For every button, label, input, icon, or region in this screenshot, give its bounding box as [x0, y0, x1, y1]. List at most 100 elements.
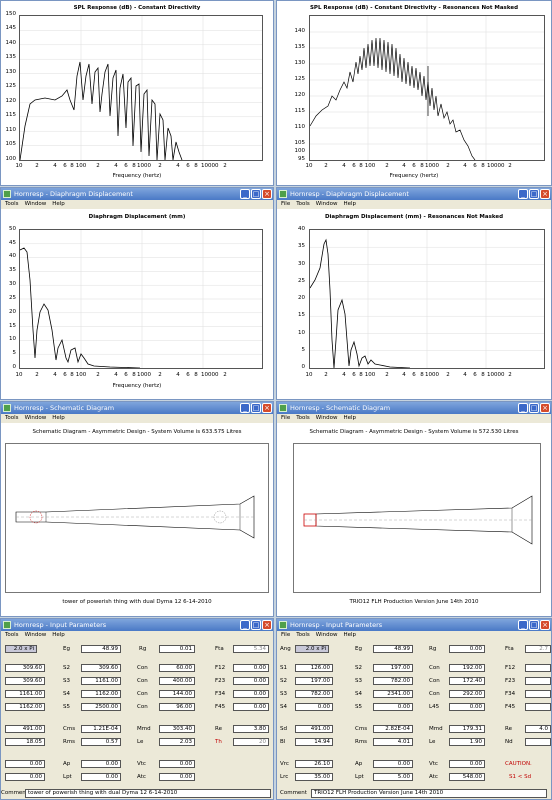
comment-field[interactable]: tower of powerish thing with dual Dyma 1…	[25, 789, 271, 798]
menu-help[interactable]: Help	[52, 632, 65, 638]
maximize-button[interactable]: □	[529, 620, 539, 630]
s2-field[interactable]: 197.00	[373, 664, 413, 672]
close-button[interactable]: ×	[540, 620, 550, 630]
mmd-field[interactable]: 303.40	[159, 725, 195, 733]
rg-field[interactable]: 0.00	[449, 645, 485, 653]
f34-field[interactable]: 0.00	[233, 690, 269, 698]
menu-window[interactable]: Window	[315, 201, 338, 207]
s3-field[interactable]: 782.00	[373, 677, 413, 685]
rg-field[interactable]: 0.01	[159, 645, 195, 653]
re-field[interactable]: 4.0	[525, 725, 551, 733]
s5-field[interactable]: 2500.00	[81, 703, 121, 711]
minimize-button[interactable]: _	[518, 620, 528, 630]
menu-window[interactable]: Window	[24, 201, 47, 207]
title-bar[interactable]: Hornresp - Diaphragm Displacement _ □ ×	[1, 188, 273, 200]
menu-file[interactable]: File	[281, 632, 291, 638]
f45-field[interactable]: 0.00	[233, 703, 269, 711]
s3-field[interactable]: 1161.00	[81, 677, 121, 685]
title-bar[interactable]: Hornresp - Schematic Diagram _ □ ×	[277, 402, 551, 414]
s2-field-left[interactable]: 197.00	[295, 677, 333, 685]
eg-field[interactable]: 48.99	[373, 645, 413, 653]
menu-tools[interactable]: Tools	[5, 201, 19, 207]
maximize-button[interactable]: □	[529, 189, 539, 199]
con2-field[interactable]: 400.00	[159, 677, 195, 685]
nd-field[interactable]	[525, 738, 551, 746]
f23-field[interactable]	[525, 677, 551, 685]
menu-window[interactable]: Window	[24, 632, 47, 638]
f12-field[interactable]	[525, 664, 551, 672]
s3-field-left[interactable]: 782.00	[295, 690, 333, 698]
s4-field[interactable]: 2341.00	[373, 690, 413, 698]
atc-field[interactable]: 0.00	[159, 773, 195, 781]
menu-help[interactable]: Help	[343, 632, 357, 638]
s4-field-left[interactable]: 1162.00	[5, 703, 45, 711]
lrc-field[interactable]: 0.00	[5, 773, 45, 781]
le-field[interactable]: 2.03	[159, 738, 195, 746]
lrc-field[interactable]: 35.00	[295, 773, 333, 781]
f34-field[interactable]	[525, 690, 551, 698]
title-bar[interactable]: Hornresp - Input Parameters _ □ ×	[277, 619, 551, 631]
ap-field[interactable]: 0.00	[81, 760, 121, 768]
s4-field-left[interactable]: 0.00	[295, 703, 333, 711]
close-button[interactable]: ×	[262, 403, 272, 413]
f23-field[interactable]: 0.00	[233, 677, 269, 685]
s3-field-left[interactable]: 1161.00	[5, 690, 45, 698]
ang-field[interactable]: 2.0 x Pi	[295, 645, 329, 653]
minimize-button[interactable]: _	[240, 620, 250, 630]
menu-help[interactable]: Help	[52, 201, 65, 207]
lpt-field[interactable]: 0.00	[81, 773, 121, 781]
fta-field[interactable]: 2.7	[525, 645, 551, 653]
maximize-button[interactable]: □	[251, 189, 261, 199]
vtc-field[interactable]: 0.00	[449, 760, 485, 768]
con1-field[interactable]: 60.00	[159, 664, 195, 672]
menu-help[interactable]: Help	[52, 415, 65, 421]
rms-field[interactable]: 4.01	[373, 738, 413, 746]
close-button[interactable]: ×	[262, 189, 272, 199]
th-field[interactable]: 20	[233, 738, 269, 746]
menu-tools[interactable]: Tools	[296, 415, 310, 421]
menu-tools[interactable]: Tools	[5, 415, 19, 421]
lpt-field[interactable]: 5.00	[373, 773, 413, 781]
close-button[interactable]: ×	[262, 620, 272, 630]
mmd-field[interactable]: 179.31	[449, 725, 485, 733]
s2-field-left[interactable]: 309.60	[5, 677, 45, 685]
maximize-button[interactable]: □	[251, 403, 261, 413]
vrc-field[interactable]: 26.10	[295, 760, 333, 768]
title-bar[interactable]: Hornresp - Input Parameters _ □ ×	[1, 619, 273, 631]
re-field[interactable]: 3.80	[233, 725, 269, 733]
menu-file[interactable]: File	[281, 415, 291, 421]
con2-field[interactable]: 172.40	[449, 677, 485, 685]
con3-field[interactable]: 144.00	[159, 690, 195, 698]
con3-field[interactable]: 292.00	[449, 690, 485, 698]
maximize-button[interactable]: □	[529, 403, 539, 413]
fta-field[interactable]: 5.34	[233, 645, 269, 653]
menu-file[interactable]: File	[281, 201, 291, 207]
vtc-field[interactable]: 0.00	[159, 760, 195, 768]
le-field[interactable]: 1.90	[449, 738, 485, 746]
cms-field[interactable]: 1.21E-04	[81, 725, 121, 733]
minimize-button[interactable]: _	[518, 189, 528, 199]
s1-field[interactable]: 309.60	[5, 664, 45, 672]
rms-field[interactable]: 0.57	[81, 738, 121, 746]
bl-field[interactable]: 18.05	[5, 738, 45, 746]
close-button[interactable]: ×	[540, 189, 550, 199]
cms-field[interactable]: 2.82E-04	[373, 725, 413, 733]
menu-window[interactable]: Window	[315, 415, 338, 421]
minimize-button[interactable]: _	[518, 403, 528, 413]
s4-field[interactable]: 1162.00	[81, 690, 121, 698]
con1-field[interactable]: 192.00	[449, 664, 485, 672]
maximize-button[interactable]: □	[251, 620, 261, 630]
eg-field[interactable]: 48.99	[81, 645, 121, 653]
menu-window[interactable]: Window	[24, 415, 47, 421]
minimize-button[interactable]: _	[240, 403, 250, 413]
s1-field[interactable]: 126.00	[295, 664, 333, 672]
vrc-field[interactable]: 0.00	[5, 760, 45, 768]
s2-field[interactable]: 309.60	[81, 664, 121, 672]
menu-tools[interactable]: Tools	[296, 201, 310, 207]
title-bar[interactable]: Hornresp - Diaphragm Displacement _ □ ×	[277, 188, 551, 200]
ap-field[interactable]: 0.00	[373, 760, 413, 768]
atc-field[interactable]: 548.00	[449, 773, 485, 781]
sd-field[interactable]: 491.00	[295, 725, 333, 733]
menu-help[interactable]: Help	[343, 201, 357, 207]
s5-field[interactable]: 0.00	[373, 703, 413, 711]
